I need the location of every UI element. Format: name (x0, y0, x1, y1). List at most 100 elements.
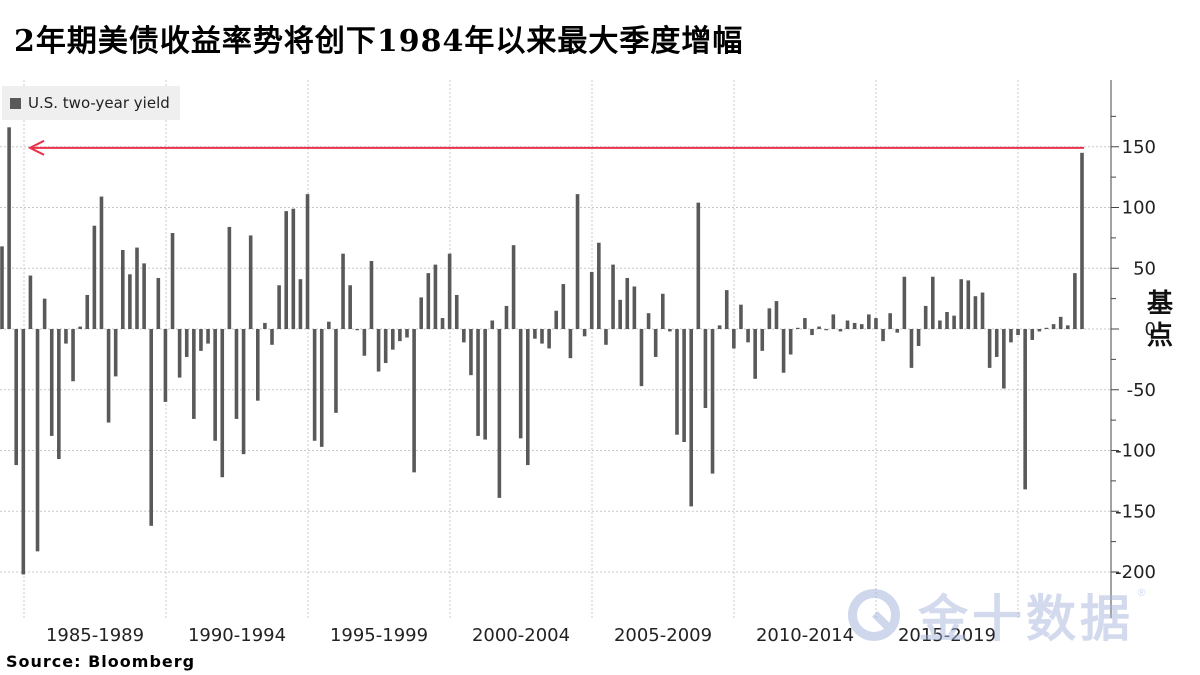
bar (1044, 327, 1049, 329)
bar (412, 329, 416, 473)
bar (14, 329, 19, 466)
bar (71, 329, 75, 382)
x-tick-label: 2005-2009 (614, 625, 712, 646)
bar (795, 327, 800, 329)
bar (1080, 152, 1084, 329)
bar (959, 279, 964, 329)
bar (831, 314, 836, 329)
bar (561, 284, 566, 329)
bar (646, 313, 651, 329)
bar (788, 329, 793, 355)
bar-series (0, 127, 1084, 575)
bar (49, 329, 54, 436)
bar (980, 292, 985, 329)
bar (291, 208, 296, 329)
bar (938, 320, 942, 329)
bar (753, 329, 757, 379)
bar (987, 329, 992, 368)
bar (1073, 273, 1077, 329)
bar (930, 276, 935, 329)
bar (440, 318, 445, 329)
bar (255, 329, 260, 401)
bar (462, 329, 466, 343)
bar (92, 225, 97, 329)
bar (327, 321, 331, 329)
bar (511, 245, 516, 329)
bar (881, 329, 885, 342)
bar (469, 329, 473, 376)
watermark: 金十数据 ® (848, 580, 1168, 650)
x-tick-label: 2010-2014 (756, 625, 854, 646)
bar (234, 329, 239, 419)
bar (284, 211, 289, 329)
x-axis-labels: 1985-1989 1990-1994 1995-1999 2000-2004 2005… (46, 625, 996, 646)
bar (483, 329, 487, 440)
bar (724, 290, 729, 329)
bar (312, 329, 317, 441)
bar (746, 329, 750, 343)
bar (533, 329, 537, 339)
annotations (27, 139, 1084, 156)
bar (7, 127, 11, 329)
bar (838, 329, 843, 332)
y-tick-label: -200 (1115, 562, 1156, 583)
legend-swatch-icon (10, 97, 21, 109)
x-tick-label: 1990-1994 (188, 625, 286, 646)
bar (128, 274, 132, 329)
bar (57, 329, 61, 459)
bar (362, 329, 367, 356)
bar (99, 196, 104, 329)
bar (874, 318, 878, 329)
bar (888, 313, 892, 329)
bar (604, 329, 608, 345)
x-tick-label: 2000-2004 (472, 625, 570, 646)
bar (270, 329, 274, 345)
bar (490, 320, 495, 329)
bar (597, 242, 601, 329)
bar (540, 329, 544, 344)
bar (504, 305, 509, 329)
bar (241, 329, 246, 455)
bar (803, 318, 807, 329)
bar (554, 310, 559, 329)
bar (1023, 329, 1027, 490)
bar (85, 294, 90, 329)
bar (739, 304, 743, 329)
bar (732, 329, 736, 349)
bar (902, 276, 907, 329)
y-axis: 150 100 50 0 -50 -100 -150 -200 (1110, 80, 1156, 618)
bar (206, 329, 210, 344)
bar (184, 329, 189, 357)
bar (852, 322, 857, 329)
bar (810, 329, 814, 336)
y-axis-unit-label: 基 点 (1146, 289, 1173, 351)
bar (547, 329, 551, 349)
bar (703, 329, 708, 408)
bar (859, 324, 864, 329)
bar (909, 329, 914, 368)
bar (1065, 325, 1070, 329)
bar (1016, 329, 1020, 336)
bar (376, 329, 381, 372)
bar (120, 250, 125, 329)
bar (1002, 329, 1006, 389)
bar (348, 285, 352, 329)
bar (277, 285, 281, 329)
y-tick-label: -100 (1115, 441, 1156, 462)
x-tick-label: 1995-1999 (330, 625, 428, 646)
bar (170, 233, 175, 329)
bar (575, 194, 580, 329)
bar (0, 246, 4, 329)
bar (1009, 329, 1013, 343)
bar (518, 329, 523, 439)
bar (767, 308, 772, 329)
bar (476, 329, 480, 436)
y-tick-label: 0 (1145, 319, 1156, 340)
bar (454, 294, 459, 329)
bar (660, 293, 665, 329)
bar (319, 329, 324, 447)
bar (405, 329, 409, 338)
bar (35, 329, 40, 552)
x-tick-label: 2015-2019 (898, 625, 996, 646)
